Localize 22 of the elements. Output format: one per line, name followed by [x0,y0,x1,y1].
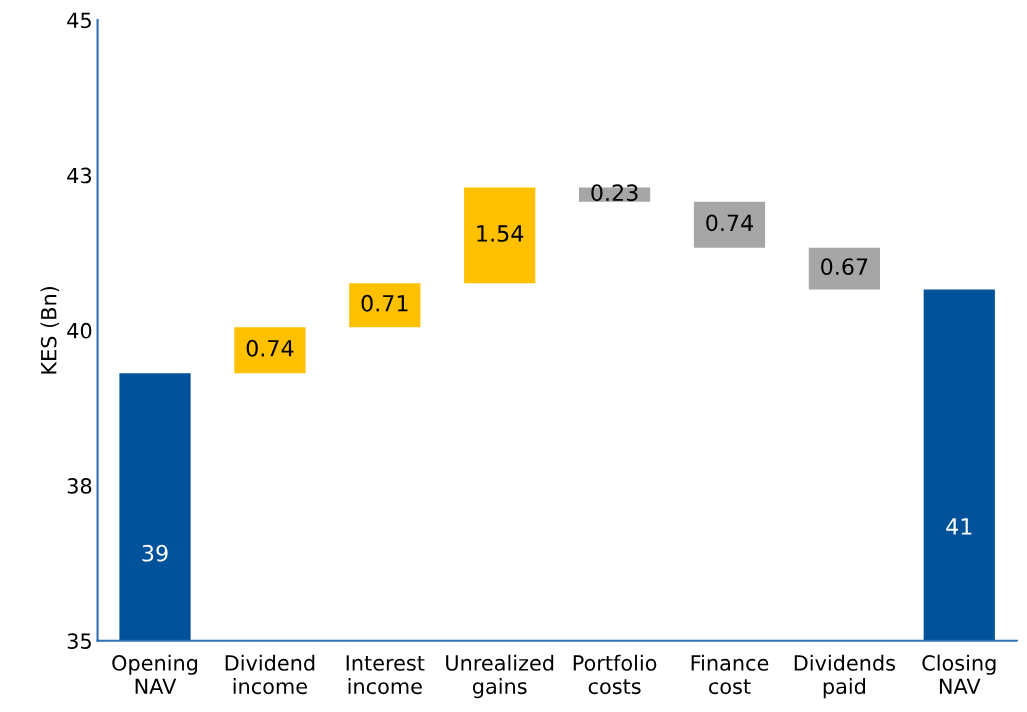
data-label: 0.23 [591,184,638,202]
data-label: 0.67 [821,258,868,276]
x-tick-label: Dividend income [225,654,315,695]
x-tick-label: Dividends paid [794,654,895,699]
y-axis-title: KES (Bn) [40,286,60,374]
data-label: 41 [946,518,972,535]
data-label: 0.74 [246,339,294,357]
x-tick-label: Interest income [346,655,425,695]
y-tick-label: 43 [67,167,92,184]
y-tick-label: 45 [67,12,91,29]
data-label: 1.54 [477,225,524,242]
x-tick-label: Unrealized gains [446,654,554,699]
y-tick-label: 35 [67,633,91,650]
x-tick-label: Portfolio costs [573,654,657,695]
data-label: 0.71 [361,294,408,312]
data-label: 39 [142,544,168,562]
y-tick-label: 40 [67,322,92,339]
x-tick-label: Opening NAV [112,654,198,694]
y-tick-label: 38 [67,478,92,494]
x-tick-label: Finance cost [691,654,769,695]
x-tick-label: Closing NAV [922,654,996,694]
data-label: 0.74 [706,214,753,232]
